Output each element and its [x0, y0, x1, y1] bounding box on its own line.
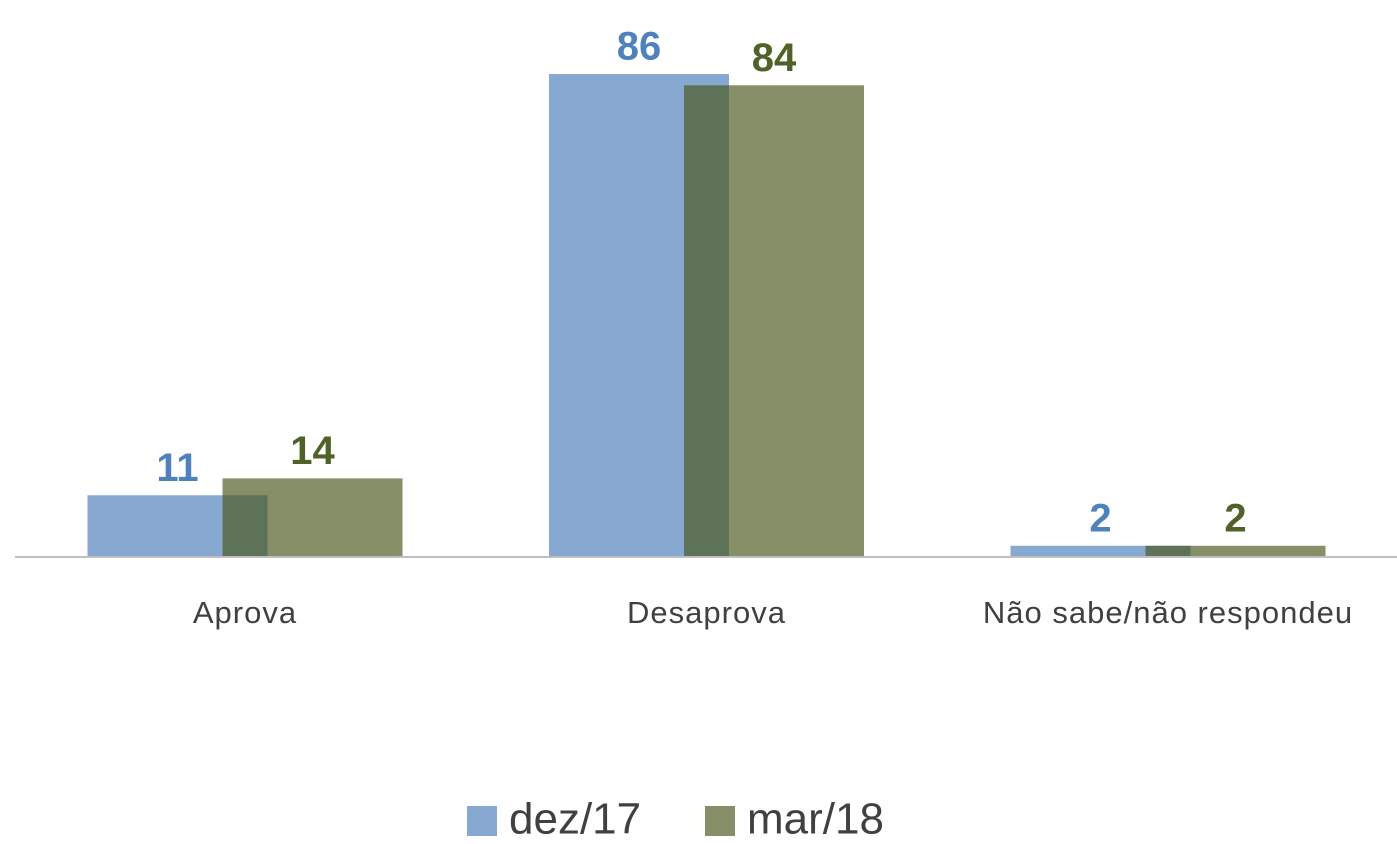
data-label: 14: [290, 429, 335, 473]
x-tick-label: Não sabe/não respondeu: [983, 595, 1353, 630]
legend-label: mar/18: [747, 795, 884, 844]
bar: [1010, 545, 1191, 557]
data-label: 86: [617, 25, 662, 69]
legend-swatch: [705, 806, 735, 836]
data-label: 2: [1089, 496, 1111, 540]
data-label: 84: [752, 36, 797, 80]
legend-label: dez/17: [509, 795, 641, 844]
x-tick-label: Aprova: [193, 595, 297, 630]
bar: [684, 85, 864, 557]
data-label: 2: [1224, 496, 1246, 540]
data-label: 11: [156, 446, 198, 490]
legend-swatch: [467, 806, 497, 836]
bar: [222, 478, 403, 557]
bar: [1145, 545, 1326, 557]
x-tick-label: Desaprova: [627, 595, 786, 630]
